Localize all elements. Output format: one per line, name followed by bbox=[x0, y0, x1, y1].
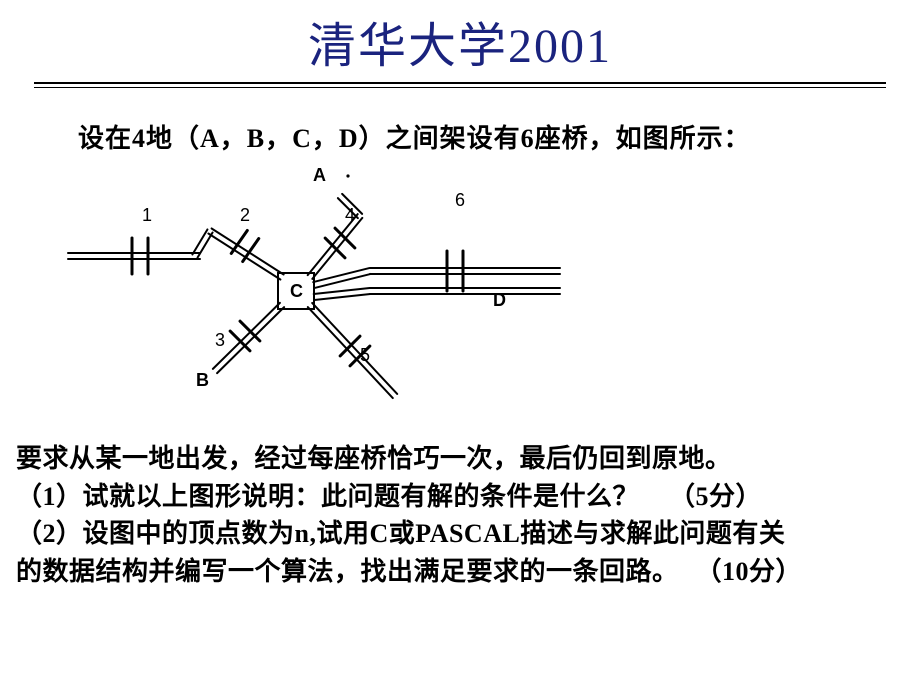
svg-text:A: A bbox=[313, 165, 326, 185]
title-rule-thin bbox=[34, 87, 886, 88]
question-1: （1）试就以上图形说明：此问题有解的条件是什么？（5分） bbox=[16, 478, 904, 516]
bridge-diagram: A B C D 1 2 3 4 5 6 bbox=[40, 161, 580, 426]
svg-text:5: 5 bbox=[360, 345, 370, 365]
problem-statement: 设在4地（A，B，C，D）之间架设有6座桥，如图所示： bbox=[78, 118, 920, 155]
svg-text:6: 6 bbox=[455, 190, 465, 210]
question-2-line2: 的数据结构并编写一个算法，找出满足要求的一条回路。（10分） bbox=[16, 553, 904, 591]
svg-text:2: 2 bbox=[240, 205, 250, 225]
slide-title: 清华大学2001 bbox=[0, 6, 920, 76]
title-rule-thick bbox=[34, 82, 886, 88]
svg-text:4: 4 bbox=[345, 205, 355, 225]
svg-text:3: 3 bbox=[215, 330, 225, 350]
question-2-line1: （2）设图中的顶点数为n,试用C或PASCAL描述与求解此问题有关 bbox=[16, 515, 904, 553]
svg-text:C: C bbox=[290, 281, 303, 301]
svg-text:D: D bbox=[493, 290, 506, 310]
svg-text:1: 1 bbox=[142, 205, 152, 225]
svg-text:B: B bbox=[196, 370, 209, 390]
question-intro: 要求从某一地出发，经过每座桥恰巧一次，最后仍回到原地。 bbox=[16, 440, 904, 478]
question-block: 要求从某一地出发，经过每座桥恰巧一次，最后仍回到原地。 （1）试就以上图形说明：… bbox=[16, 440, 904, 591]
